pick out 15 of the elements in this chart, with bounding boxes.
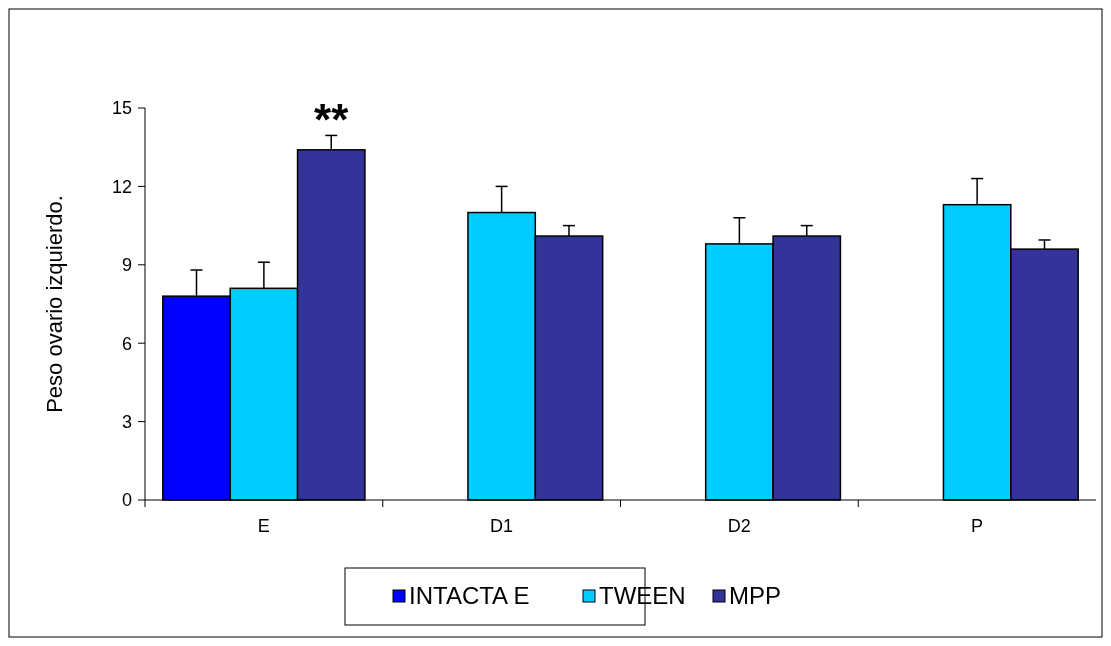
y-tick-label: 0 [121,490,132,511]
x-tick-label: P [971,516,984,536]
y-tick-label: 3 [121,411,132,432]
x-tick-label: D1 [490,516,514,536]
y-axis-title: Peso ovario izquierdo. [42,195,67,413]
y-tick-label: 12 [111,176,132,197]
legend-label: TWEEN [599,582,686,610]
annotation: ** [314,95,350,145]
x-tick-label: E [257,516,270,536]
x-tick-label: D2 [727,516,751,536]
legend-label: INTACTA E [409,582,530,610]
y-tick-label: 9 [121,255,132,276]
y-tick-label: 6 [121,333,132,354]
legend-label: MPP [729,582,782,610]
y-tick-label: 15 [111,98,132,119]
